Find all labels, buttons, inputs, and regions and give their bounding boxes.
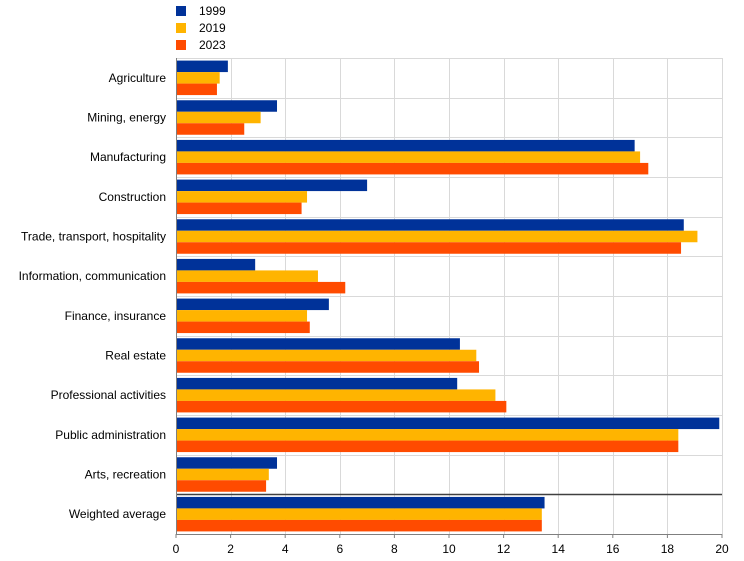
bar-2019 (176, 310, 308, 322)
bar-2023 (176, 281, 346, 294)
bar-2019 (176, 349, 477, 362)
bar-2019 (176, 429, 679, 441)
bar-2019 (176, 191, 308, 203)
category-label: Information, communication (19, 269, 166, 283)
category-label: Trade, transport, hospitality (21, 230, 166, 244)
bar-1999 (176, 417, 720, 430)
x-tick-label: 18 (661, 542, 675, 556)
category-label: Manufacturing (90, 150, 166, 164)
bar-2023 (176, 162, 649, 175)
bar-2019 (176, 508, 542, 520)
x-tick-label: 0 (173, 542, 180, 556)
bar-2019 (176, 72, 220, 84)
category-label: Public administration (55, 428, 166, 442)
bar-1999 (176, 100, 278, 112)
bar-1999 (176, 179, 368, 192)
legend-swatch-1999 (176, 6, 186, 16)
bar-2023 (176, 400, 507, 413)
legend-label: 2019 (199, 21, 226, 35)
x-tick-label: 8 (391, 542, 398, 556)
bar-1999 (176, 338, 460, 350)
bar-2019 (176, 468, 269, 481)
category-label: Mining, energy (87, 111, 166, 125)
x-tick-label: 16 (606, 542, 620, 556)
category-label: Finance, insurance (65, 309, 167, 323)
bar-2023 (176, 242, 682, 254)
legend-label: 2023 (199, 38, 226, 52)
bar-2019 (176, 270, 318, 282)
x-tick-label: 12 (497, 542, 511, 556)
bar-2023 (176, 83, 217, 96)
bar-2023 (176, 480, 267, 492)
category-label: Professional activities (51, 388, 166, 402)
category-label: Agriculture (109, 71, 167, 85)
bar-2023 (176, 202, 302, 215)
x-tick-label: 6 (336, 542, 343, 556)
category-label: Real estate (105, 349, 166, 363)
bar-1999 (176, 258, 256, 271)
x-tick-labels: 0 2 4 6 8 10 12 14 16 18 20 (173, 534, 729, 556)
legend-swatch-2023 (176, 40, 186, 50)
bar-2023 (176, 519, 542, 532)
category-labels: Agriculture Mining, energy Manufacturing Co… (19, 71, 167, 521)
x-tick-label: 20 (715, 542, 729, 556)
bar-2023 (176, 123, 245, 135)
x-tick-label: 14 (552, 542, 566, 556)
legend-label: 1999 (199, 4, 226, 18)
gridlines (176, 58, 723, 534)
bar-2023 (176, 440, 679, 453)
bar-1999 (176, 377, 458, 390)
bar-1999 (176, 60, 228, 73)
bar-2023 (176, 361, 480, 373)
bar-1999 (176, 298, 329, 311)
category-label: Weighted average (69, 507, 167, 521)
bar-1999 (176, 219, 684, 231)
category-label: Arts, recreation (85, 468, 166, 482)
legend: 1999 2019 2023 (176, 4, 226, 52)
bar-2019 (176, 230, 698, 243)
x-tick-label: 2 (227, 542, 234, 556)
bars (176, 60, 720, 532)
legend-swatch-2019 (176, 23, 186, 33)
bar-2019 (176, 111, 261, 124)
category-label: Construction (99, 190, 166, 204)
bar-1999 (176, 496, 545, 509)
bar-2023 (176, 321, 310, 334)
bar-2019 (176, 151, 641, 163)
bar-2019 (176, 389, 496, 401)
bar-1999 (176, 139, 635, 152)
x-tick-label: 10 (442, 542, 456, 556)
x-tick-label: 4 (282, 542, 289, 556)
bar-1999 (176, 457, 278, 469)
